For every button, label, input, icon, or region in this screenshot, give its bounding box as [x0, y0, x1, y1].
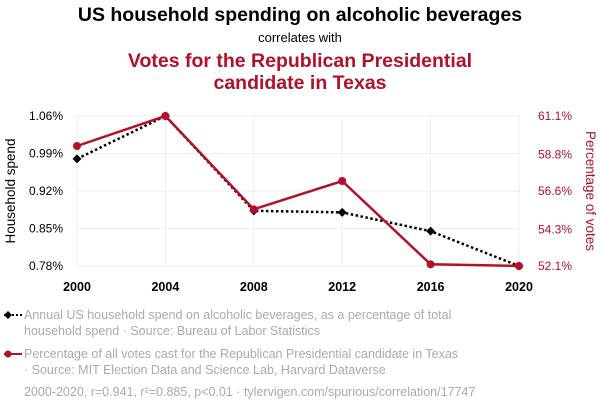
chart-title: US household spending on alcoholic bever… — [78, 4, 522, 26]
left-axis-ticks: 0.78% 0.85% 0.92% 0.99% 1.06% — [29, 109, 63, 273]
left-tick-label: 0.99% — [29, 147, 63, 161]
chart-title-2-line-2: candidate in Texas — [213, 72, 386, 94]
x-tick-label: 2020 — [505, 280, 533, 294]
right-tick-label: 54.3% — [538, 222, 572, 236]
series-2-point — [161, 112, 170, 120]
left-tick-label: 0.92% — [29, 184, 63, 198]
x-tick-label: 2016 — [417, 280, 445, 294]
x-tick-label: 2000 — [63, 280, 91, 294]
legend-item-2-line-2: · Source: MIT Election Data and Science … — [24, 363, 386, 377]
series-2-point — [338, 177, 347, 185]
series-layer — [72, 111, 524, 271]
series-line-2 — [76, 114, 520, 268]
right-axis-ticks: 52.1% 54.3% 56.6% 58.8% 61.1% — [538, 109, 572, 273]
right-tick-label: 56.6% — [538, 184, 572, 198]
legend-item-1: Annual US household spend on alcoholic b… — [4, 308, 451, 338]
series-1-point — [426, 226, 436, 236]
left-axis-label: Household spend — [3, 138, 18, 243]
left-tick-label: 0.85% — [29, 222, 63, 236]
series-1-point — [72, 154, 82, 164]
series-1-point — [337, 207, 347, 217]
x-axis-ticks: 2000 2004 2008 2012 2016 2020 — [63, 280, 533, 294]
x-tick-label: 2012 — [328, 280, 356, 294]
right-tick-label: 52.1% — [538, 259, 572, 273]
legend: Annual US household spend on alcoholic b… — [4, 308, 458, 377]
right-tick-label: 58.8% — [538, 147, 572, 161]
grid — [76, 115, 520, 267]
footer-stats: 2000-2020, r=0.941, r²=0.885, p<0.01 · t… — [24, 385, 475, 399]
legend-item-1-line-1: Annual US household spend on alcoholic b… — [24, 308, 451, 322]
legend-item-1-line-2: household spend · Source: Bureau of Labo… — [24, 324, 320, 338]
legend-item-2: Percentage of all votes cast for the Rep… — [4, 347, 458, 377]
series-2-point — [73, 142, 81, 150]
chart-title-2-line-1: Votes for the Republican Presidential — [128, 50, 472, 72]
legend-item-2-line-1: Percentage of all votes cast for the Rep… — [24, 347, 458, 361]
x-tick-label: 2004 — [151, 280, 179, 294]
right-axis-label: Percentage of votes — [583, 131, 598, 251]
x-tick-label: 2008 — [240, 280, 268, 294]
series-2-point — [515, 262, 523, 270]
chart-subtitle: correlates with — [258, 30, 342, 45]
legend-swatch-diamond-icon — [4, 311, 12, 319]
right-tick-label: 61.1% — [538, 109, 572, 123]
left-tick-label: 0.78% — [29, 259, 63, 273]
legend-swatch-circle-icon — [4, 350, 12, 358]
series-2-point — [249, 205, 258, 214]
series-2-point — [426, 260, 435, 269]
series-line-1 — [76, 114, 520, 268]
left-tick-label: 1.06% — [29, 109, 63, 123]
